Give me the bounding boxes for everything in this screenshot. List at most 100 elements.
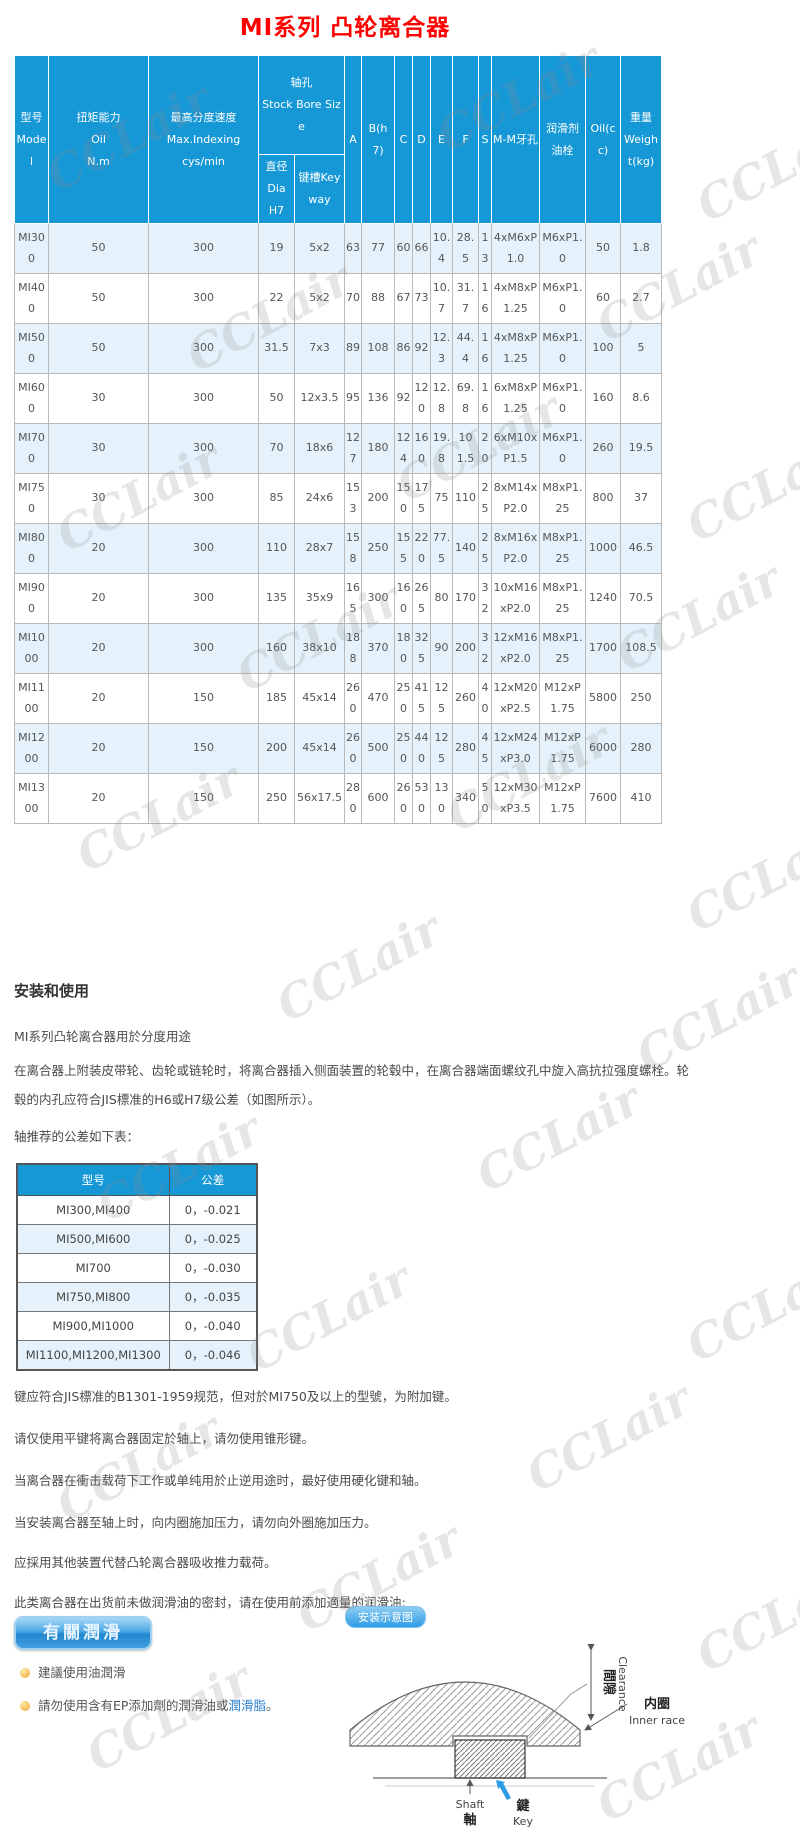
spec-cell: 16 <box>478 323 492 374</box>
spec-cell: M6xP1.0 <box>539 423 586 474</box>
spec-cell: 4xM8xP1.25 <box>491 273 540 324</box>
spec-cell: 4xM8xP1.25 <box>491 323 540 374</box>
spec-cell: 260 <box>344 723 362 774</box>
spec-column-header: B(h7) <box>361 55 395 224</box>
spec-cell: 188 <box>344 623 362 674</box>
spec-row-MI1300: MI1300 20 150 250 56x17.5 280 600 260 530 130 340 5… <box>14 773 662 824</box>
spec-cell: 70 <box>344 273 362 324</box>
spec-cell: MI300 <box>14 223 49 274</box>
spec-cell: 13 <box>478 223 492 274</box>
tolerance-row: MI900,MI1000 0，-0.040 <box>16 1311 258 1341</box>
spec-row-MI400: MI400 50 300 22 5x2 70 88 67 73 10.7 31.7 16 4xM8xP1… <box>14 273 662 324</box>
spec-cell: 50 <box>478 773 492 824</box>
spec-column-header: E <box>430 55 453 224</box>
tolerance-cell: 0，-0.040 <box>168 1311 258 1341</box>
spec-cell: 300 <box>148 423 259 474</box>
spec-cell: 92 <box>412 323 431 374</box>
installation-diagram: 間隙 Clearance 内圈 Inner race Shaft 軸 鍵 Key <box>349 1644 685 1828</box>
spec-row-MI900: MI900 20 300 135 35x9 165 300 160 265 80 170 32 10xM… <box>14 573 662 624</box>
spec-cell: 6000 <box>585 723 621 774</box>
tolerance-row: MI750,MI800 0，-0.035 <box>16 1282 258 1312</box>
inner-race-section <box>349 1681 581 1747</box>
lubrication-button[interactable]: 有關潤滑 <box>14 1616 152 1650</box>
spec-cell: 86 <box>394 323 413 374</box>
spec-cell: 12xM20xP2.5 <box>491 673 540 724</box>
spec-cell: 16 <box>478 373 492 424</box>
spec-cell: 250 <box>361 523 395 574</box>
note-add-oil: 此类离合器在出货前未做润滑油的密封，请在使用前添加適量的润滑油: <box>14 1595 406 1610</box>
spec-cell: 415 <box>412 673 431 724</box>
inner-race-label-cn: 内圈 <box>644 1696 670 1712</box>
spec-cell: M12xP1.75 <box>539 673 586 724</box>
spec-cell: 45x14 <box>294 673 345 724</box>
spec-cell: 50 <box>48 223 149 274</box>
lubrication-tips: 建議使用油潤滑 請勿使用含有EP添加劑的潤滑油或潤滑脂。 <box>20 1662 278 1728</box>
grease-link[interactable]: 潤滑脂 <box>228 1698 266 1713</box>
spec-cell: 50 <box>48 323 149 374</box>
spec-cell: 20 <box>48 673 149 724</box>
spec-cell: 38x10 <box>294 623 345 674</box>
spec-cell: 124 <box>394 423 413 474</box>
spec-cell: 20 <box>48 773 149 824</box>
spec-cell: 265 <box>412 573 431 624</box>
spec-cell: 60 <box>585 273 621 324</box>
spec-cell: 44.4 <box>452 323 479 374</box>
spec-cell: 1000 <box>585 523 621 574</box>
spec-cell: 30 <box>48 423 149 474</box>
spec-cell: 37 <box>620 473 662 524</box>
tolerance-row: MI700 0，-0.030 <box>16 1253 258 1283</box>
spec-cell: 5 <box>620 323 662 374</box>
spec-cell: 12x3.5 <box>294 373 345 424</box>
spec-cell: 300 <box>148 273 259 324</box>
spec-cell: 50 <box>48 273 149 324</box>
spec-cell: M8xP1.25 <box>539 473 586 524</box>
spec-cell: 95 <box>344 373 362 424</box>
spec-cell: 300 <box>148 473 259 524</box>
spec-cell: 153 <box>344 473 362 524</box>
spec-row-MI1200: MI1200 20 150 200 45x14 260 500 250 440 125 280 45 1… <box>14 723 662 774</box>
spec-cell: 130 <box>430 773 453 824</box>
spec-cell: 80 <box>430 573 453 624</box>
spec-cell: 89 <box>344 323 362 374</box>
spec-cell: 260 <box>344 673 362 724</box>
spec-cell: 56x17.5 <box>294 773 345 824</box>
spec-cell: MI1300 <box>14 773 49 824</box>
spec-cell: M6xP1.0 <box>539 223 586 274</box>
spec-cell: 88 <box>361 273 395 324</box>
tolerance-cell: 0，-0.021 <box>168 1195 258 1225</box>
spec-cell: 150 <box>148 723 259 774</box>
spec-cell: 5x2 <box>294 273 345 324</box>
spec-cell: 325 <box>412 623 431 674</box>
spec-cell: 110 <box>258 523 295 574</box>
spec-cell: 20 <box>48 573 149 624</box>
spec-cell: 127 <box>344 423 362 474</box>
tolerance-cell: 0，-0.025 <box>168 1224 258 1254</box>
spec-cell: 175 <box>412 473 431 524</box>
spec-cell: 67 <box>394 273 413 324</box>
spec-cell: MI900 <box>14 573 49 624</box>
spec-cell: 28x7 <box>294 523 345 574</box>
clearance-label-cn: 間隙 <box>601 1669 617 1695</box>
spec-row-MI800: MI800 20 300 110 28x7 158 250 155 220 77.5 140 25 8x… <box>14 523 662 574</box>
spec-cell: 800 <box>585 473 621 524</box>
spec-column-header: 最高分度速度 Max.Indexing cys/min <box>148 55 259 224</box>
spec-cell: 200 <box>258 723 295 774</box>
key-section <box>454 1739 526 1779</box>
spec-cell: 4xM6xP1.0 <box>491 223 540 274</box>
spec-table: 型号 Model 扭矩能力 Oil N.m 最高分度速度 Max.Indexing … <box>14 55 662 824</box>
spec-cell: 140 <box>452 523 479 574</box>
spec-cell: 260 <box>452 673 479 724</box>
spec-cell: 10xM16xP2.0 <box>491 573 540 624</box>
spec-cell: 45 <box>478 723 492 774</box>
spec-cell: MI1000 <box>14 623 49 674</box>
spec-cell: 1240 <box>585 573 621 624</box>
spec-cell: 77.5 <box>430 523 453 574</box>
tolerance-cell: MI300,MI400 <box>16 1195 170 1225</box>
spec-cell: 101.5 <box>452 423 479 474</box>
spec-cell: 19.5 <box>620 423 662 474</box>
spec-cell: MI500 <box>14 323 49 374</box>
spec-cell: 300 <box>148 573 259 624</box>
spec-cell: 200 <box>361 473 395 524</box>
spec-cell: 50 <box>258 373 295 424</box>
spec-cell: 63 <box>344 223 362 274</box>
